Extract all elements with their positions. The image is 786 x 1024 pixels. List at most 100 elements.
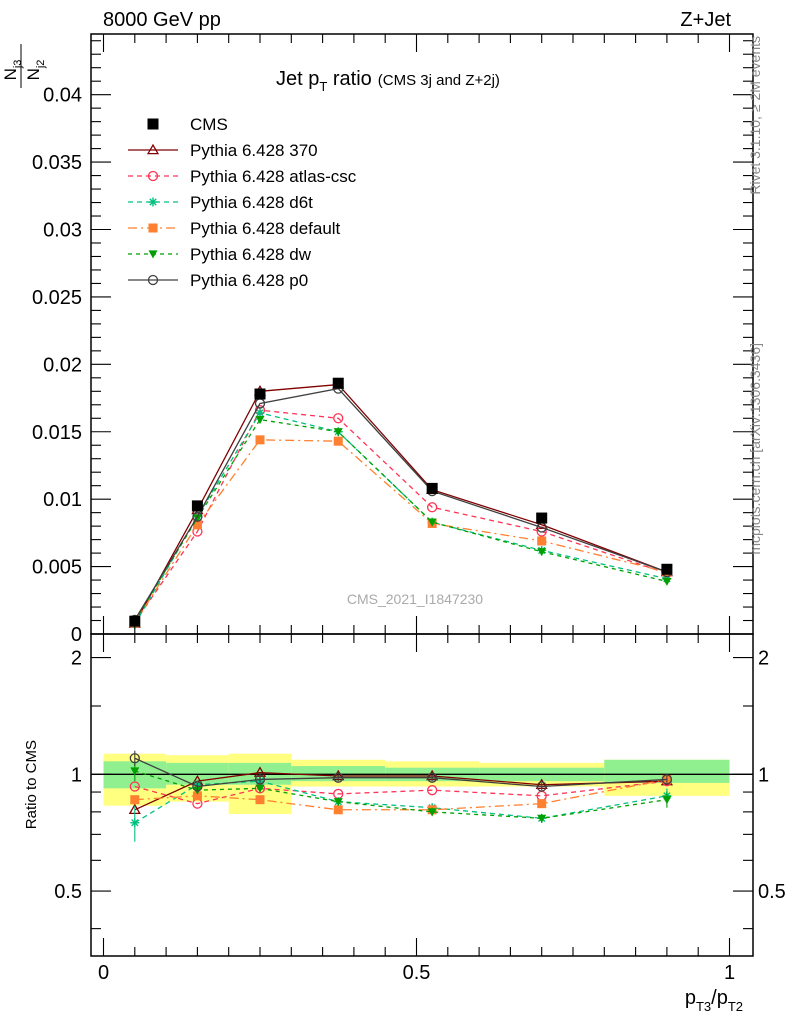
y-tick-label: 0.04 xyxy=(43,85,82,107)
ratio-point xyxy=(129,753,140,764)
series-line xyxy=(134,409,668,623)
data-point xyxy=(536,512,548,524)
legend-marker xyxy=(146,143,160,155)
series-ratio-pythia-6-428-p0 xyxy=(129,750,673,792)
series-point xyxy=(192,514,202,523)
series-layer xyxy=(128,377,673,842)
series-point xyxy=(255,416,265,425)
side-label-mcplots: mcplots.cern.ch [arXiv:1306.3436] xyxy=(747,343,763,555)
legend-item-pythia-6-428-default: Pythia 6.428 default xyxy=(128,219,341,238)
ratio-point xyxy=(130,795,140,805)
plot-frames xyxy=(90,33,754,957)
data-point xyxy=(332,377,344,389)
series-point xyxy=(537,548,547,557)
ratio-point xyxy=(192,781,203,792)
y-axis-label-main: Nj3 Nj2 xyxy=(1,44,47,88)
x-tick-label: 1 xyxy=(724,962,735,984)
ratio-plot-frame xyxy=(90,633,754,957)
ratio-point xyxy=(536,781,547,792)
data-point xyxy=(661,563,673,575)
watermark: CMS_2021_I1847230 xyxy=(347,591,483,607)
legend-label: CMS xyxy=(190,115,228,134)
y-tick-label: 0.035 xyxy=(32,152,82,174)
x-tick-label: 0 xyxy=(98,962,109,984)
legend-item-pythia-6-428-dw: Pythia 6.428 dw xyxy=(128,245,312,264)
y-tick-label: 0.02 xyxy=(43,354,82,376)
legend-marker-stroke xyxy=(149,198,157,206)
ratio-point xyxy=(130,767,140,776)
plot-title-sub: T xyxy=(319,79,327,94)
ratio-tick-label: 1 xyxy=(71,764,82,786)
header-left: 8000 GeV pp xyxy=(103,9,221,31)
series-point xyxy=(662,577,672,586)
ratio-point xyxy=(333,798,343,807)
ratio-point-stroke xyxy=(131,819,139,827)
ratio-point xyxy=(255,795,265,805)
legend-label: Pythia 6.428 atlas-csc xyxy=(190,167,357,186)
legend-marker xyxy=(147,170,159,182)
data-point xyxy=(254,388,266,400)
legend-label: Pythia 6.428 p0 xyxy=(190,271,308,290)
ratio-point xyxy=(426,772,438,783)
data-point xyxy=(129,615,141,627)
ratio-point xyxy=(333,805,343,815)
ratio-point xyxy=(537,799,547,809)
series-point xyxy=(537,536,547,546)
series-line xyxy=(134,383,668,624)
legend-item-pythia-6-428-atlas-csc: Pythia 6.428 atlas-csc xyxy=(128,167,357,186)
y-tick-label: 0.01 xyxy=(43,489,82,511)
plot-title: Jet pT ratio (CMS 3j and Z+2j) xyxy=(276,68,500,94)
side-label-rivet: Rivet 3.1.10, ≥ 2M events xyxy=(747,36,763,195)
series-main-cms xyxy=(129,377,673,627)
series-main-pythia-6-428-p0 xyxy=(129,383,673,625)
series-point xyxy=(427,518,437,527)
series-point xyxy=(333,436,343,446)
legend-label: Pythia 6.428 dw xyxy=(190,245,312,264)
data-point xyxy=(426,482,438,494)
ratio-tick-label-right: 0.5 xyxy=(758,881,786,903)
y-axis-label-ratio: Ratio to CMS xyxy=(23,740,40,829)
ratio-point xyxy=(426,785,438,796)
ratio-point xyxy=(129,781,140,792)
legend-label: Pythia 6.428 default xyxy=(190,219,341,238)
y-tick-label: 0.03 xyxy=(43,220,82,242)
ratio-point xyxy=(537,814,547,823)
legend-marker xyxy=(148,250,158,259)
ratio-tick-label-right: 1 xyxy=(758,764,769,786)
legend-item-pythia-6-428-370: Pythia 6.428 370 xyxy=(128,141,318,160)
legend-label: Pythia 6.428 d6t xyxy=(190,193,313,212)
series-point-stroke xyxy=(256,409,264,417)
series-line xyxy=(134,387,668,621)
series-point xyxy=(255,408,265,418)
series-point xyxy=(426,502,438,513)
ratio-point xyxy=(254,774,266,785)
plot-title-rest: ratio xyxy=(327,68,371,90)
y-tick-label: 0 xyxy=(71,624,82,646)
legend-marker xyxy=(148,223,158,233)
legend-item-cms: CMS xyxy=(147,115,228,134)
legend-marker xyxy=(148,197,158,207)
ratio-tick-label: 2 xyxy=(71,648,82,670)
axis-ticks: 0 0.005 0.01 0.015 0.02 0.025 0.03 0.035 0.04 0.5… xyxy=(32,34,786,984)
series-point xyxy=(333,413,344,424)
plot-title-small: (CMS 3j and Z+2j) xyxy=(378,72,500,89)
ratio-tick-label-right: 2 xyxy=(758,648,769,670)
ratio-line xyxy=(134,780,667,805)
series-main-pythia-6-428-370 xyxy=(128,378,673,628)
legend-marker xyxy=(147,118,159,130)
legend-marker xyxy=(147,274,159,286)
y-tick-label: 0.015 xyxy=(32,422,82,444)
legend-item-pythia-6-428-p0: Pythia 6.428 p0 xyxy=(128,271,308,290)
series-point xyxy=(255,435,265,445)
legend: CMS Pythia 6.428 370 Pythia 6.428 atlas-cs… xyxy=(128,115,357,290)
ratio-point xyxy=(130,818,140,828)
x-tick-label: 0.5 xyxy=(403,962,431,984)
x-axis-label: pT3/pT2 xyxy=(685,987,743,1014)
series-point xyxy=(192,511,203,522)
series-point xyxy=(333,428,343,437)
ratio-point xyxy=(427,808,437,817)
plot-title-main: Jet p xyxy=(276,68,319,90)
ratio-tick-label: 0.5 xyxy=(54,881,82,903)
ratio-point xyxy=(333,772,344,783)
